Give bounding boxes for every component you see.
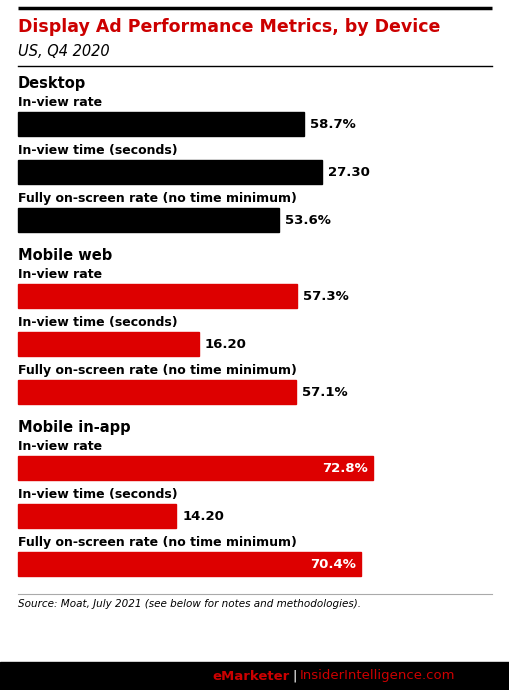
Text: Mobile in-app: Mobile in-app: [18, 420, 130, 435]
Text: 57.3%: 57.3%: [303, 290, 348, 302]
Text: In-view time (seconds): In-view time (seconds): [18, 488, 177, 501]
Text: Mobile web: Mobile web: [18, 248, 112, 263]
Text: In-view rate: In-view rate: [18, 96, 102, 109]
Text: eMarketer: eMarketer: [212, 669, 290, 682]
Bar: [0, 662, 509, 690]
Text: Display Ad Performance Metrics, by Device: Display Ad Performance Metrics, by Devic…: [18, 18, 439, 36]
Text: 72.8%: 72.8%: [322, 462, 367, 475]
Text: 14.20: 14.20: [182, 509, 223, 522]
Text: 16.20: 16.20: [204, 337, 246, 351]
Text: 27.30: 27.30: [328, 166, 370, 179]
Text: 58.7%: 58.7%: [309, 117, 355, 130]
Text: In-view rate: In-view rate: [18, 268, 102, 281]
Bar: [18, 160, 322, 184]
Text: In-view time (seconds): In-view time (seconds): [18, 144, 177, 157]
Bar: [18, 332, 198, 356]
Text: Fully on-screen rate (no time minimum): Fully on-screen rate (no time minimum): [18, 536, 296, 549]
Text: |: |: [292, 669, 297, 682]
Bar: [18, 208, 279, 232]
Bar: [18, 284, 297, 308]
Bar: [18, 112, 303, 136]
Text: In-view time (seconds): In-view time (seconds): [18, 316, 177, 329]
Text: 70.4%: 70.4%: [309, 558, 355, 571]
Bar: [18, 552, 360, 576]
Text: In-view rate: In-view rate: [18, 440, 102, 453]
Text: Source: Moat, July 2021 (see below for notes and methodologies).: Source: Moat, July 2021 (see below for n…: [18, 599, 360, 609]
Bar: [18, 380, 296, 404]
Text: US, Q4 2020: US, Q4 2020: [18, 44, 109, 59]
Text: Fully on-screen rate (no time minimum): Fully on-screen rate (no time minimum): [18, 364, 296, 377]
Bar: [18, 504, 176, 528]
Text: Desktop: Desktop: [18, 76, 86, 91]
Bar: [18, 456, 372, 480]
Text: Fully on-screen rate (no time minimum): Fully on-screen rate (no time minimum): [18, 192, 296, 205]
Text: 53.6%: 53.6%: [285, 213, 330, 226]
Text: 57.1%: 57.1%: [302, 386, 347, 399]
Text: InsiderIntelligence.com: InsiderIntelligence.com: [299, 669, 455, 682]
